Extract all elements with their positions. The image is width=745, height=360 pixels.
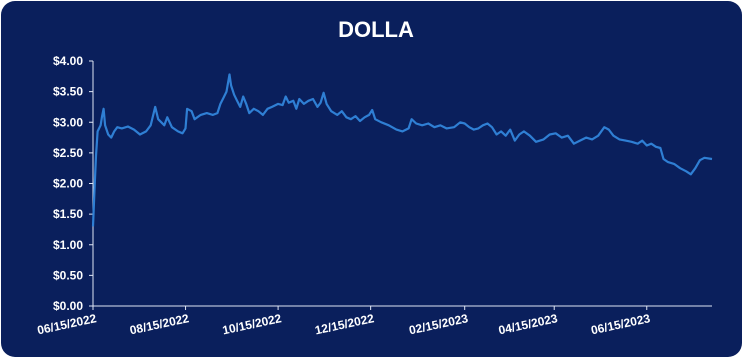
chart-title: DOLLA [338, 17, 414, 42]
y-tick-label: $1.50 [53, 207, 83, 221]
series-line [91, 73, 713, 227]
y-axis: $0.00 $0.50 $1.00 $1.50 $2.00 $2.50 $3.00 $3.50… [53, 54, 93, 313]
y-tick-label: $0.50 [53, 268, 83, 282]
y-tick-label: $3.00 [53, 115, 83, 129]
y-tick-label: $2.00 [53, 177, 83, 191]
y-tick-label: $1.00 [53, 238, 83, 252]
y-tick-label: $3.50 [53, 85, 83, 99]
y-tick-label: $2.50 [53, 146, 83, 160]
y-tick-label: $0.00 [53, 299, 83, 313]
y-tick-label: $4.00 [53, 54, 83, 68]
